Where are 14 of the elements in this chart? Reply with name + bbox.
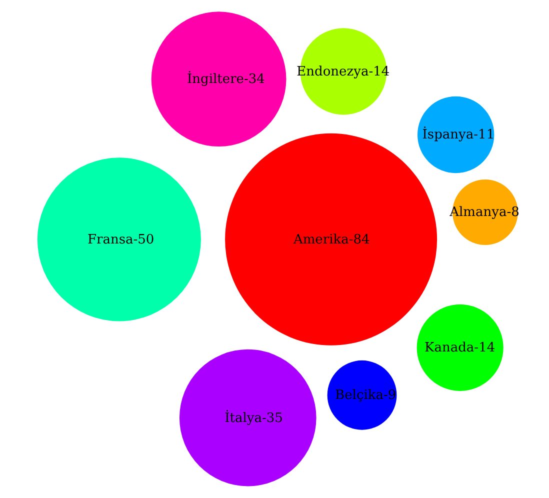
category-label: İtalya-: [224, 410, 266, 426]
data-label: 35: [266, 410, 283, 426]
data-label: 11: [478, 128, 495, 143]
data-label: 9: [388, 388, 396, 404]
data-label: 14: [478, 340, 496, 356]
data-label: 34: [248, 72, 265, 88]
category-label: Amerika-: [292, 232, 354, 248]
category-label: Kanada-: [424, 340, 479, 356]
data-label: 84: [353, 232, 370, 248]
category-label: Belçika-: [335, 388, 388, 404]
data-label: 50: [138, 232, 154, 248]
category-label: İspanya-: [422, 126, 478, 143]
category-label: Fransa-: [87, 232, 138, 248]
category-label: İngiltere-: [187, 71, 248, 88]
